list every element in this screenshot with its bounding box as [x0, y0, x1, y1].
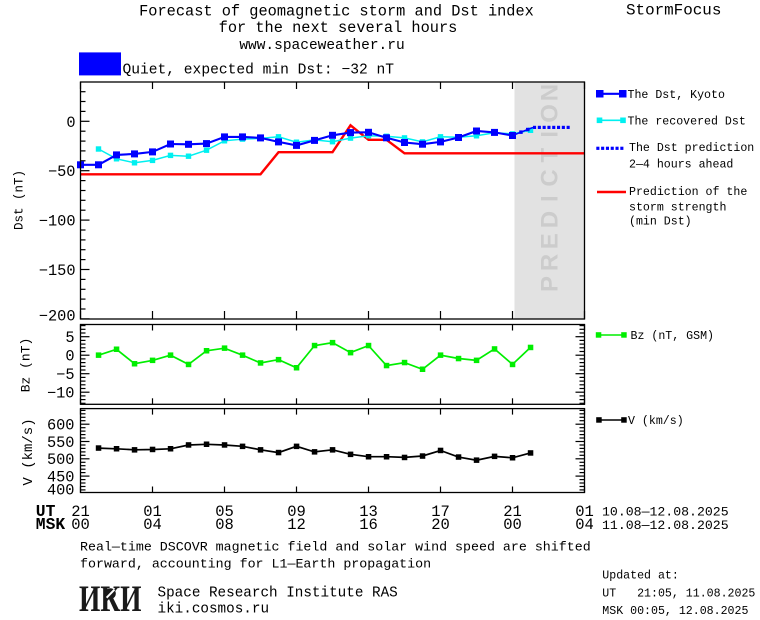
svg-text:O: O	[537, 104, 564, 123]
svg-text:www.spaceweather.ru: www.spaceweather.ru	[239, 38, 404, 54]
svg-text:05: 05	[215, 503, 234, 521]
svg-text:V (km/s): V (km/s)	[21, 418, 37, 485]
svg-text:MSK 00:05, 12.08.2025: MSK 00:05, 12.08.2025	[602, 605, 748, 618]
svg-text:−10: −10	[47, 385, 75, 403]
svg-text:N: N	[537, 84, 564, 101]
svg-text:forward, accounting for L1—Ear: forward, accounting for L1—Earth propaga…	[80, 557, 431, 572]
svg-text:Bz (nT): Bz (nT)	[19, 338, 34, 393]
svg-text:400: 400	[47, 482, 75, 500]
svg-text:Bz (nT, GSM): Bz (nT, GSM)	[631, 330, 715, 343]
svg-text:C: C	[537, 169, 564, 186]
svg-text:04: 04	[143, 516, 162, 534]
svg-text:V (km/s): V (km/s)	[628, 415, 684, 428]
svg-text:12: 12	[287, 516, 306, 534]
svg-text:17: 17	[431, 503, 450, 521]
svg-text:Prediction of the: Prediction of the	[629, 186, 747, 199]
svg-text:D: D	[537, 211, 564, 228]
svg-text:20: 20	[431, 516, 450, 534]
svg-text:09: 09	[287, 503, 306, 521]
svg-text:The Dst, Kyoto: The Dst, Kyoto	[628, 89, 725, 102]
svg-text:E: E	[537, 233, 564, 249]
svg-text:00: 00	[71, 516, 90, 534]
svg-text:storm strength: storm strength	[629, 202, 726, 215]
svg-text:(min Dst): (min Dst)	[629, 216, 692, 229]
svg-text:−5: −5	[56, 366, 74, 384]
svg-text:Forecast of geomagnetic storm: Forecast of geomagnetic storm and Dst in…	[139, 3, 534, 21]
svg-text:04: 04	[575, 516, 594, 534]
svg-text:T: T	[537, 147, 564, 162]
svg-text:−200: −200	[39, 308, 76, 326]
svg-text:R: R	[537, 254, 564, 271]
svg-text:450: 450	[47, 468, 75, 486]
svg-text:600: 600	[47, 417, 75, 435]
svg-text:00: 00	[503, 516, 522, 534]
svg-text:550: 550	[47, 434, 75, 452]
svg-text:UT: UT	[36, 502, 56, 521]
svg-text:2—4 hours ahead: 2—4 hours ahead	[629, 159, 733, 172]
svg-text:UT 21:05, 11.08.2025: UT 21:05, 11.08.2025	[602, 588, 755, 601]
svg-text:−150: −150	[39, 262, 76, 280]
svg-text:−50: −50	[48, 163, 76, 181]
svg-text:I: I	[537, 131, 564, 138]
svg-text:−100: −100	[39, 213, 76, 231]
svg-text:Quiet, expected min Dst: −32 n: Quiet, expected min Dst: −32 nT	[123, 63, 395, 79]
svg-text:500: 500	[47, 451, 75, 469]
svg-text:I: I	[537, 195, 564, 202]
svg-text:16: 16	[359, 516, 378, 534]
svg-text:Dst (nT): Dst (nT)	[13, 170, 27, 230]
svg-text:The recovered Dst: The recovered Dst	[628, 116, 746, 129]
svg-text:iki.cosmos.ru: iki.cosmos.ru	[158, 602, 270, 618]
svg-text:Space Research Institute RAS: Space Research Institute RAS	[158, 586, 398, 602]
svg-text:MSK: MSK	[36, 515, 66, 534]
svg-text:P: P	[537, 276, 564, 292]
svg-text:Real—time DSCOVR magnetic fiel: Real—time DSCOVR magnetic field and sola…	[80, 540, 591, 555]
svg-text:5: 5	[65, 329, 74, 347]
svg-text:11.08—12.08.2025: 11.08—12.08.2025	[602, 518, 729, 533]
svg-text:21: 21	[71, 503, 90, 521]
svg-text:0: 0	[66, 114, 75, 132]
svg-text:21: 21	[503, 503, 522, 521]
svg-text:for the next several hours: for the next several hours	[219, 19, 458, 37]
svg-text:0: 0	[65, 348, 74, 366]
svg-text:01: 01	[575, 503, 594, 521]
svg-text:01: 01	[143, 503, 162, 521]
svg-text:10.08—12.08.2025: 10.08—12.08.2025	[602, 505, 729, 520]
svg-text:StormFocus: StormFocus	[626, 2, 721, 20]
svg-text:The Dst prediction: The Dst prediction	[629, 142, 754, 155]
svg-text:08: 08	[215, 516, 234, 534]
svg-text:13: 13	[359, 503, 378, 521]
svg-text:Updated at:: Updated at:	[602, 570, 679, 583]
